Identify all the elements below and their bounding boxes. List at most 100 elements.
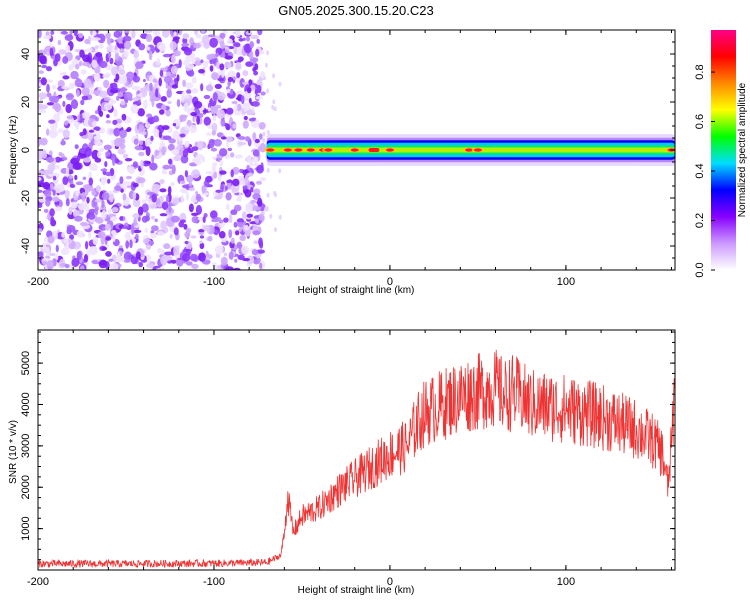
noise-blob	[115, 73, 120, 81]
noise-blob	[156, 58, 161, 66]
noise-blob	[145, 215, 150, 222]
noise-blob	[74, 78, 83, 88]
noise-blob	[160, 96, 167, 102]
noise-blob	[251, 249, 259, 256]
noise-blob	[253, 240, 258, 244]
noise-blob	[167, 143, 175, 151]
noise-blob	[237, 56, 244, 62]
noise-blob	[262, 137, 266, 143]
noise-blob	[159, 109, 165, 115]
noise-blob	[43, 208, 49, 213]
noise-blob	[257, 197, 263, 207]
noise-blob	[80, 69, 87, 75]
noise-blob	[181, 180, 186, 184]
noise-blob	[123, 153, 129, 159]
noise-blob	[42, 261, 48, 265]
noise-blob	[249, 160, 254, 169]
noise-blob	[252, 230, 261, 236]
snr-x-tick-label: -200	[27, 576, 49, 588]
noise-blob	[213, 229, 219, 236]
snr-y-tick-label: 3000	[20, 434, 32, 458]
noise-blob	[206, 224, 210, 234]
noise-blob	[73, 210, 79, 217]
noise-blob	[38, 182, 47, 188]
noise-blob	[64, 263, 70, 269]
noise-blob	[119, 129, 127, 139]
noise-blob	[234, 258, 238, 263]
noise-blob	[218, 219, 224, 224]
noise-blob	[265, 206, 269, 212]
noise-blob	[55, 206, 63, 212]
noise-blob	[85, 202, 90, 213]
noise-blob	[38, 151, 44, 160]
noise-blob	[49, 208, 55, 217]
noise-blob	[108, 52, 112, 59]
noise-blob	[138, 124, 145, 133]
noise-blob	[105, 120, 112, 124]
noise-blob	[132, 229, 142, 234]
noise-blob	[246, 213, 254, 218]
noise-blob	[75, 63, 80, 70]
noise-blob	[171, 197, 180, 205]
noise-blob	[240, 231, 245, 235]
noise-blob	[225, 203, 230, 211]
noise-blob	[162, 30, 170, 38]
noise-blob	[130, 104, 139, 114]
noise-blob	[224, 185, 228, 191]
noise-blob	[225, 192, 232, 201]
noise-blob	[164, 75, 173, 84]
colorbar-tick-label: 0.8	[694, 64, 706, 79]
noise-blob	[143, 99, 148, 110]
noise-blob	[225, 136, 233, 143]
noise-blob	[120, 100, 126, 106]
noise-blob	[70, 70, 79, 80]
noise-blob	[248, 117, 256, 122]
noise-blob	[62, 100, 66, 107]
noise-blob	[236, 103, 242, 112]
noise-blob	[159, 188, 167, 193]
noise-blob	[55, 244, 59, 253]
noise-blob	[52, 84, 56, 90]
noise-blob	[148, 240, 155, 246]
noise-blob	[189, 124, 198, 134]
noise-blob	[233, 46, 237, 55]
noise-blob	[118, 245, 124, 249]
noise-blob	[88, 177, 94, 186]
noise-blob	[214, 245, 224, 255]
noise-blob	[48, 119, 56, 124]
noise-blob	[266, 50, 270, 56]
noise-blob	[242, 70, 249, 77]
noise-blob	[183, 102, 190, 112]
noise-blob	[266, 192, 270, 198]
noise-blob	[82, 176, 87, 180]
noise-blob	[198, 252, 206, 262]
noise-blob	[250, 186, 254, 193]
noise-blob	[230, 169, 234, 178]
noise-blob	[232, 178, 240, 187]
noise-blob	[136, 90, 140, 95]
noise-blob	[132, 86, 138, 91]
noise-blob	[236, 90, 243, 95]
noise-blob	[201, 184, 206, 194]
noise-blob	[212, 162, 218, 168]
noise-blob	[119, 176, 124, 185]
noise-blob	[104, 102, 113, 111]
noise-blob	[206, 54, 213, 61]
noise-blob	[242, 185, 248, 190]
noise-blob	[278, 214, 282, 220]
noise-blob	[114, 185, 122, 191]
noise-blob	[92, 120, 97, 128]
noise-blob	[81, 111, 91, 120]
noise-blob	[228, 213, 233, 224]
noise-blob	[205, 250, 209, 257]
noise-blob	[79, 113, 83, 124]
noise-blob	[76, 89, 80, 98]
heatmap-x-tick-label: 0	[387, 276, 393, 288]
noise-blob	[62, 176, 69, 186]
noise-blob	[54, 53, 61, 62]
heatmap-y-tick-label: -20	[20, 190, 32, 206]
noise-blob	[176, 74, 180, 82]
heatmap-x-tick-label: -200	[27, 276, 49, 288]
noise-blob	[50, 216, 55, 225]
noise-blob	[62, 129, 70, 139]
